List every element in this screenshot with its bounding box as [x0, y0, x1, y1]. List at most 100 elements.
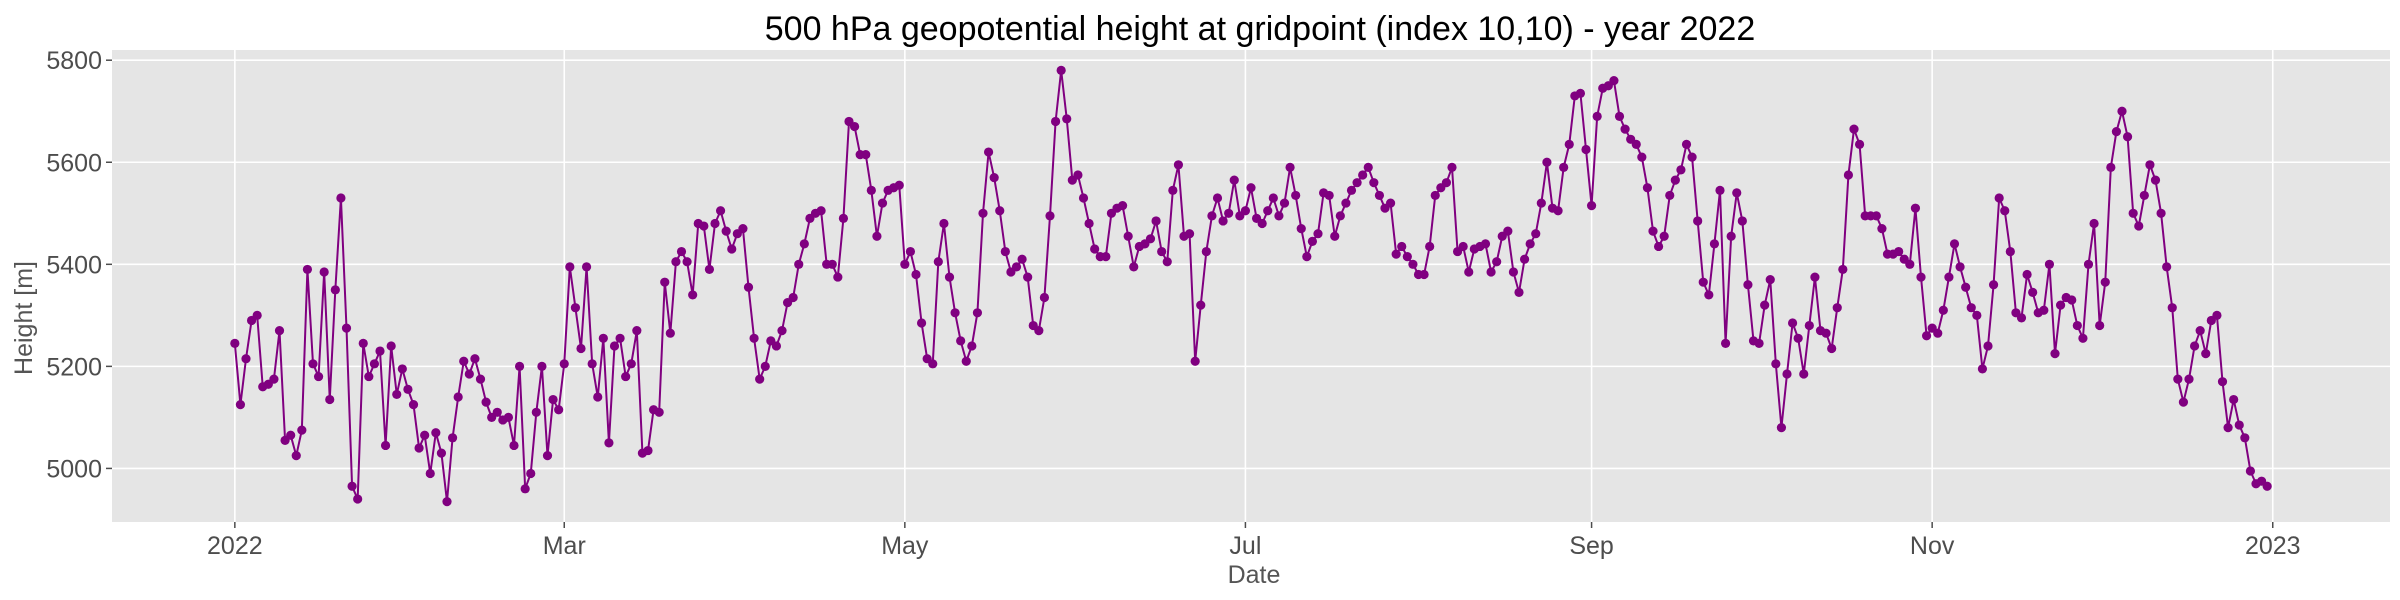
data-point — [972, 308, 983, 318]
data-point — [392, 389, 402, 400]
data-point — [1536, 198, 1546, 208]
data-point — [911, 269, 921, 280]
data-point — [2139, 190, 2149, 201]
data-point — [1827, 343, 1837, 354]
data-point — [1586, 201, 1597, 211]
data-point — [660, 277, 670, 287]
data-point — [1838, 264, 1848, 275]
data-point — [866, 185, 876, 195]
data-point — [1949, 239, 1960, 249]
data-point — [2162, 262, 2172, 272]
data-point — [755, 374, 765, 384]
data-point — [291, 451, 301, 461]
data-point — [682, 257, 692, 267]
data-point — [1693, 216, 1703, 226]
data-point — [727, 244, 737, 254]
data-point — [1291, 190, 1301, 201]
data-point — [1988, 280, 1999, 290]
data-point — [1542, 157, 1552, 167]
data-point — [230, 338, 240, 349]
data-point — [1397, 241, 1407, 252]
data-point — [1240, 206, 1251, 216]
y-tick-label: 5200 — [46, 353, 102, 381]
data-point — [1720, 338, 1731, 349]
data-point — [794, 259, 804, 269]
data-point — [626, 359, 636, 369]
data-point — [833, 272, 843, 282]
data-point — [2128, 208, 2138, 218]
data-point — [2122, 132, 2133, 142]
data-point — [1810, 272, 1820, 282]
data-point — [928, 359, 938, 369]
data-point — [1905, 259, 1915, 269]
data-point — [894, 180, 904, 190]
data-point — [1933, 328, 1943, 338]
data-point — [235, 400, 246, 410]
data-point — [593, 392, 603, 402]
data-point — [1084, 218, 1094, 229]
data-point — [1631, 139, 1641, 149]
data-point — [1492, 257, 1502, 267]
data-point — [989, 172, 999, 183]
data-point — [1062, 114, 1072, 124]
data-point — [2150, 175, 2161, 185]
data-point — [1229, 175, 1239, 185]
data-point — [1408, 259, 1418, 269]
data-point — [1352, 178, 1362, 188]
data-point — [319, 267, 329, 277]
data-point — [1402, 252, 1412, 262]
data-point — [1385, 198, 1396, 208]
data-point — [1369, 178, 1379, 188]
plot-area — [112, 50, 2390, 522]
data-point — [1854, 139, 1865, 149]
data-point — [1017, 254, 1027, 264]
data-point — [1726, 231, 1736, 241]
data-point — [520, 484, 530, 494]
data-point — [1553, 206, 1563, 216]
data-point — [1335, 211, 1345, 221]
data-point — [933, 257, 943, 267]
data-point — [1207, 211, 1217, 221]
data-point — [1447, 162, 1457, 172]
data-point — [1519, 254, 1530, 264]
data-point — [1575, 88, 1586, 98]
data-point — [1441, 178, 1452, 188]
data-point — [1285, 162, 1295, 172]
data-point — [1754, 338, 1764, 349]
data-point — [738, 223, 748, 234]
data-point — [581, 262, 592, 272]
data-point — [2016, 313, 2027, 323]
data-point — [1090, 244, 1100, 254]
data-point — [838, 213, 849, 223]
data-point — [2212, 310, 2222, 320]
data-point — [1246, 183, 1256, 193]
data-point — [2173, 374, 2183, 384]
data-point — [1961, 282, 1971, 292]
x-tick-label: Jul — [1229, 532, 1261, 560]
data-point — [2178, 397, 2189, 407]
data-point — [1732, 188, 1742, 198]
data-point — [1972, 310, 1982, 320]
data-point — [1313, 229, 1323, 239]
data-point — [302, 264, 313, 275]
data-point — [2078, 333, 2088, 343]
data-point — [643, 445, 653, 456]
data-point — [715, 206, 726, 216]
data-point — [1117, 201, 1128, 211]
data-point — [1296, 223, 1306, 234]
x-tick-label: Nov — [1910, 532, 1955, 560]
data-point — [1330, 231, 1340, 241]
data-point — [2156, 208, 2166, 218]
data-point — [1129, 262, 1139, 272]
x-axis: 2022 Mar May Jul Sep Nov 2023 — [207, 522, 2301, 560]
data-point — [1743, 280, 1753, 290]
data-point — [1531, 229, 1541, 239]
data-point — [760, 361, 770, 371]
data-point — [414, 443, 424, 453]
data-point — [2072, 320, 2082, 331]
data-point — [1302, 252, 1312, 262]
data-point — [286, 430, 296, 440]
data-point — [1910, 203, 1921, 213]
data-point — [2195, 326, 2205, 336]
data-point — [2245, 466, 2256, 476]
